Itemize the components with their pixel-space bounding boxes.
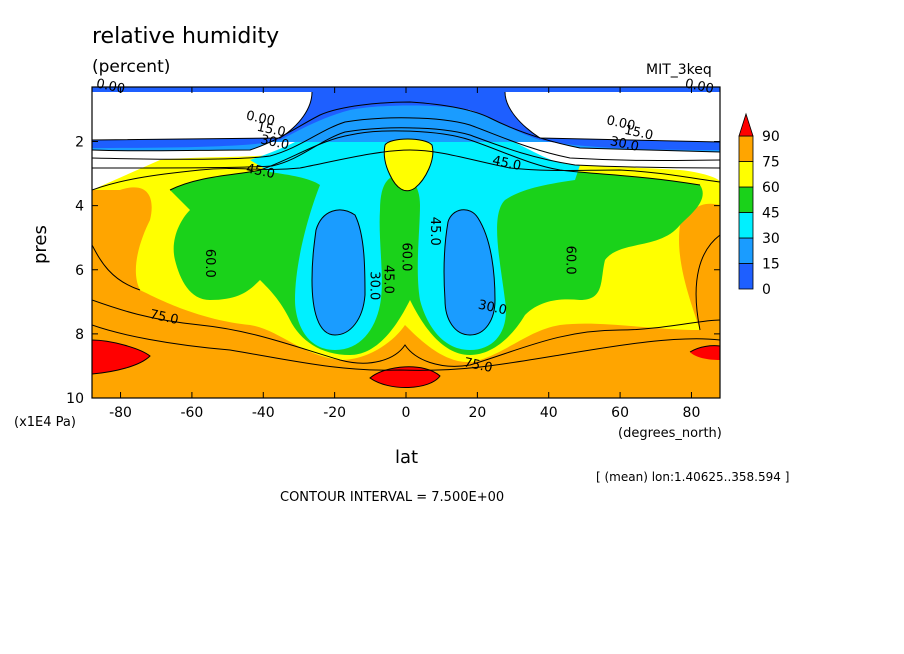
y-tick-label: 4	[75, 199, 84, 215]
fill-90-west	[92, 340, 150, 374]
colorbar-swatch	[738, 263, 754, 290]
y-axis-units: (x1E4 Pa)	[14, 415, 76, 430]
run-label: MIT_3keq	[646, 62, 712, 78]
colorbar-label: 60	[762, 180, 780, 196]
contour-label: 0.00	[605, 113, 636, 134]
axes: -80 -60 -40 -20 0 20 40 60 80 2 4 6 8 10	[66, 87, 720, 421]
y-tick-label: 10	[66, 391, 84, 407]
contour-label: 45.0	[381, 265, 396, 294]
contour-interval: CONTOUR INTERVAL = 7.500E+00	[280, 490, 505, 505]
contour-label: 45.0	[491, 153, 522, 174]
colorbar-label: 30	[762, 231, 780, 247]
colorbar-arrow	[738, 112, 754, 137]
fill-60-core	[384, 139, 433, 191]
contour-label: 30.0	[366, 271, 381, 300]
contour-label: 30.0	[259, 133, 290, 154]
x-axis-label: lat	[395, 447, 419, 468]
colorbar-label: 0	[762, 282, 771, 298]
colorbar-swatch	[738, 186, 754, 213]
colorbar-swatch	[738, 212, 754, 239]
x-tick-label: 0	[402, 405, 411, 421]
x-tick-label: -20	[323, 405, 346, 421]
y-tick-label: 6	[75, 263, 84, 279]
contour-label: 60.0	[202, 249, 217, 278]
colorbar-label: 90	[762, 129, 780, 145]
colorbar-label: 15	[762, 257, 780, 273]
contour-label: 60.0	[563, 246, 578, 275]
colorbar-swatch	[738, 237, 754, 264]
x-tick-label: 20	[468, 405, 486, 421]
fill-0	[92, 87, 720, 150]
fill-90-east	[690, 345, 720, 360]
contour-label: 60.0	[398, 242, 413, 271]
contour-label: 75.0	[148, 307, 179, 328]
fill-15-left	[312, 210, 365, 335]
contour-label: 30.0	[477, 298, 508, 319]
contour-label: 30.0	[609, 134, 640, 155]
contour-label: 45.0	[245, 161, 276, 182]
chart-units: (percent)	[92, 57, 171, 77]
colorbar-label: 75	[762, 155, 780, 171]
contour-label: 75.0	[462, 355, 493, 376]
contour-label: 45.0	[427, 217, 442, 246]
colorbar-swatch	[738, 161, 754, 188]
contour-label: 0.00	[245, 108, 276, 129]
x-tick-label: -40	[252, 405, 275, 421]
chart-title: relative humidity	[92, 24, 280, 49]
x-tick-label: 40	[540, 405, 558, 421]
contour-label: 15.0	[623, 123, 654, 144]
fill-90-center	[370, 366, 440, 388]
colorbar-label: 45	[762, 206, 780, 222]
mean-annotation: [ (mean) lon:1.40625..358.594 ]	[596, 470, 790, 484]
colorbar-swatch	[738, 135, 754, 162]
x-axis-units: (degrees_north)	[618, 426, 722, 441]
x-tick-label: 80	[683, 405, 701, 421]
contour-label: 15.0	[255, 120, 286, 141]
x-tick-label: -60	[180, 405, 203, 421]
y-tick-label: 2	[75, 135, 84, 151]
colorbar: 0 15 30 45 60 75 90	[738, 112, 780, 298]
y-tick-label: 8	[75, 327, 84, 343]
fill-15-right	[444, 209, 495, 335]
y-axis-label: pres	[30, 225, 51, 264]
x-tick-label: 60	[611, 405, 629, 421]
fill-15	[92, 102, 720, 152]
x-tick-label: -80	[109, 405, 132, 421]
contour-label: 0.00	[95, 76, 126, 97]
